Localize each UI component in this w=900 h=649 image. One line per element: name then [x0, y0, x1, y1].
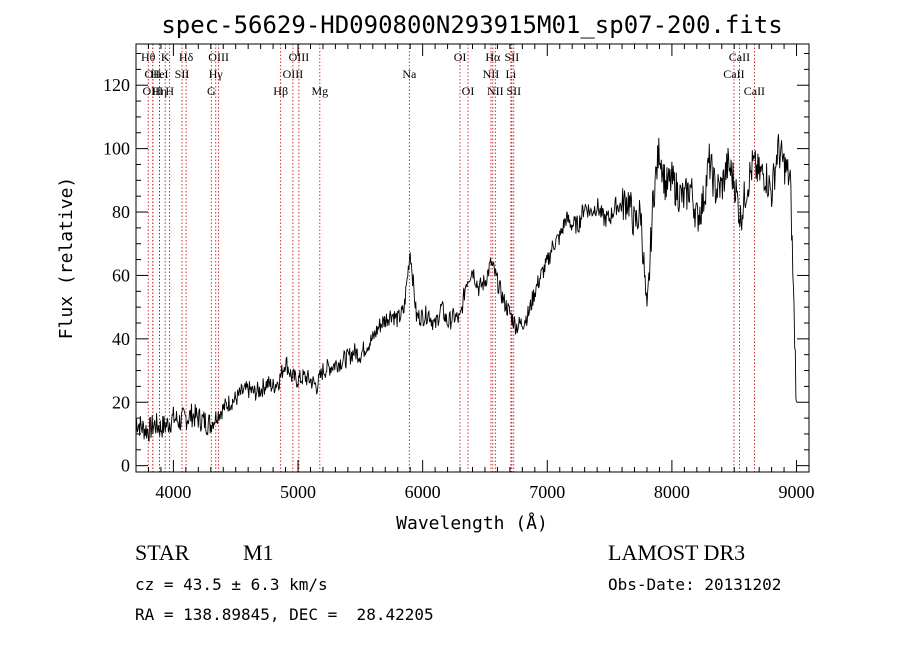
line-label-16: Na: [402, 67, 417, 81]
line-label-25: CaII: [723, 67, 744, 81]
line-label-26: CaII: [729, 50, 750, 64]
line-label-2: OIII: [142, 84, 163, 98]
line-label-19: NII: [483, 67, 500, 81]
line-label-9: G: [207, 84, 216, 98]
obs-date: Obs-Date: 20131202: [608, 575, 782, 594]
spectrum-line: [135, 133, 797, 442]
line-label-12: Hβ: [273, 84, 288, 98]
x-axis-label: Wavelength (Å): [396, 512, 548, 534]
line-label-0: Hθ: [141, 50, 156, 64]
y-tick-label-2: 40: [112, 329, 130, 349]
line-label-4: K: [161, 50, 170, 64]
line-label-18: OI: [462, 84, 475, 98]
line-label-22: Li: [506, 67, 517, 81]
x-tick-label-0: 4000: [155, 482, 191, 502]
y-tick-label-6: 120: [103, 75, 130, 95]
y-tick-label-0: 0: [121, 456, 130, 476]
cz-value: cz = 43.5 ± 6.3 km/s: [135, 575, 328, 594]
line-label-14: OIII: [289, 50, 310, 64]
star-class: STAR: [135, 540, 190, 565]
y-tick-label-4: 80: [112, 202, 130, 222]
star-subclass: M1: [243, 540, 274, 565]
y-tick-label-5: 100: [103, 139, 130, 159]
x-tick-label-1: 5000: [280, 482, 316, 502]
line-label-11: OIII: [208, 50, 229, 64]
line-label-8: Hδ: [179, 50, 194, 64]
line-label-21: NII: [487, 84, 504, 98]
ra-dec: RA = 138.89845, DEC = 28.42205: [135, 605, 434, 624]
line-label-13: OIII: [283, 67, 304, 81]
chart-title: spec-56629-HD090800N293915M01_sp07-200.f…: [161, 11, 782, 39]
plot-frame: [135, 43, 810, 473]
x-tick-label-2: 6000: [405, 482, 441, 502]
line-label-10: Hγ: [209, 67, 224, 81]
line-label-23: SII: [505, 50, 520, 64]
line-label-27: CaII: [744, 84, 765, 98]
line-label-7: SII: [175, 67, 190, 81]
y-tick-label-3: 60: [112, 265, 130, 285]
line-label-24: SII: [506, 84, 521, 98]
y-axis-label: Flux (relative): [56, 177, 77, 340]
y-tick-label-1: 20: [112, 392, 130, 412]
x-tick-label-3: 7000: [529, 482, 565, 502]
spectrum-series: [135, 133, 797, 442]
line-label-15: Mg: [311, 84, 328, 98]
line-label-20: Hα: [485, 50, 501, 64]
x-tick-label-5: 9000: [779, 482, 815, 502]
line-label-1: OII: [144, 67, 161, 81]
line-label-6: HeI: [151, 67, 169, 81]
line-label-17: OI: [454, 50, 467, 64]
axes: 4000 5000 6000 7000 8000 9000 0 20 40 60 80 100 120: [103, 44, 815, 502]
x-tick-label-4: 8000: [654, 482, 690, 502]
line-label-5: H: [165, 84, 174, 98]
survey-name: LAMOST DR3: [608, 540, 746, 565]
